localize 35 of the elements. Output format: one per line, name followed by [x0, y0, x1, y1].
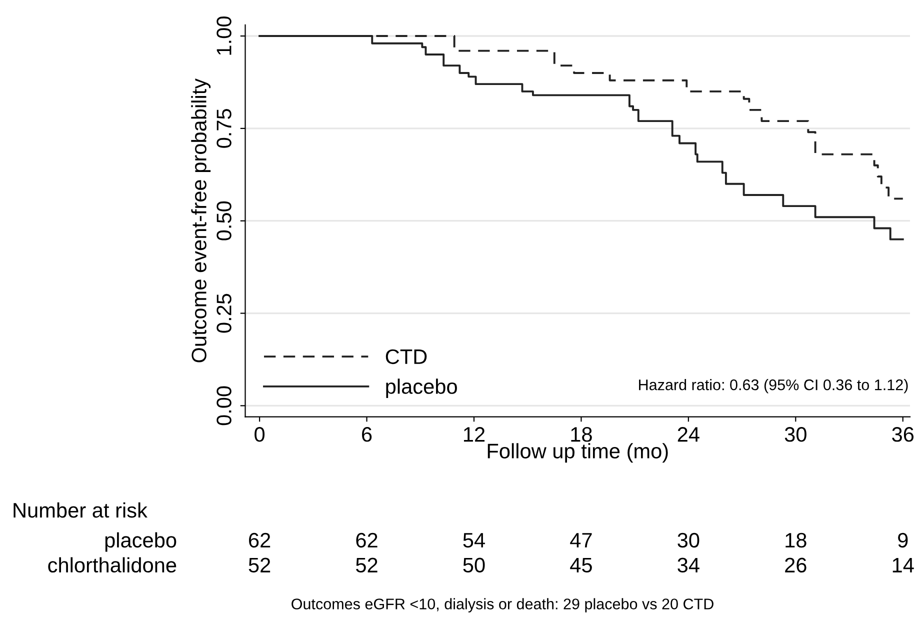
- text: 34: [678, 558, 700, 573]
- y-tick-label: 0.00: [216, 386, 232, 426]
- text: 62: [249, 532, 270, 548]
- x-tick-label: 24: [678, 427, 700, 442]
- text: 52: [248, 558, 270, 573]
- x-tick-label: 36: [892, 427, 914, 442]
- x-tick-label: 12: [464, 427, 485, 442]
- y-tick-label: 0.75: [216, 109, 232, 148]
- text: chlorthalidone: [48, 557, 176, 573]
- text: placebo: [105, 532, 176, 552]
- x-axis-title: Follow up time (mo): [488, 443, 668, 463]
- text: 9: [898, 532, 908, 548]
- y-tick-label: 0.25: [216, 294, 232, 333]
- x-tick-label: 30: [784, 427, 806, 442]
- text: 54: [463, 533, 485, 548]
- y-axis-title: Outcome event-free probability: [191, 78, 211, 362]
- text: 18: [786, 532, 806, 548]
- text: 47: [570, 533, 592, 548]
- text: 30: [678, 532, 700, 548]
- text: 45: [570, 558, 592, 573]
- annotation: Hazard ratio: 0.63 (95% CI 0.36 to 1.12): [639, 379, 908, 394]
- x-tick-label: 18: [571, 427, 592, 442]
- legend-label: CTD: [386, 349, 427, 364]
- text: 50: [463, 558, 485, 573]
- text: Number at risk: [14, 502, 148, 518]
- text: 14: [892, 558, 914, 572]
- y-tick-label: 1.00: [216, 16, 232, 55]
- text: Outcomes eGFR <10, dialysis or death: 29 placebo vs 20 CTD: [292, 598, 714, 612]
- y-tick-label: 0.50: [216, 201, 232, 240]
- text: 52: [356, 558, 378, 573]
- x-tick-label: 0: [254, 427, 265, 442]
- x-tick-label: 6: [362, 427, 372, 442]
- text: 26: [785, 558, 806, 573]
- legend-label: placebo: [386, 378, 457, 398]
- text: 62: [356, 532, 378, 548]
